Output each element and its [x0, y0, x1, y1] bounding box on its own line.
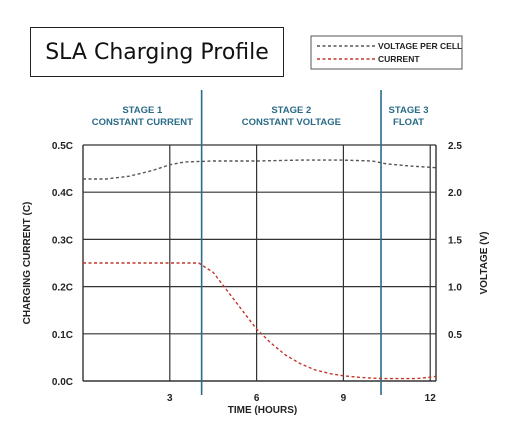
- y-left-axis-label: CHARGING CURRENT (C): [22, 202, 33, 325]
- y-left-tick-label: 0.4C: [52, 188, 73, 199]
- stage-label-line2: FLOAT: [393, 117, 424, 128]
- chart-title: SLA Charging Profile: [45, 39, 269, 65]
- stage-label-line2: CONSTANT VOLTAGE: [242, 117, 341, 128]
- x-tick-label: 3: [167, 393, 173, 404]
- chart-title-box: SLA Charging Profile: [30, 27, 284, 77]
- stage-label-line1: STAGE 1: [122, 105, 163, 116]
- y-right-tick-label: 1.5: [448, 235, 462, 246]
- stage-label-line1: STAGE 3: [389, 105, 429, 116]
- x-tick-label: 12: [425, 393, 437, 404]
- y-left-tick-label: 0.0C: [52, 377, 73, 388]
- legend-label: VOLTAGE PER CELL: [378, 41, 462, 51]
- y-left-tick-label: 0.3C: [52, 235, 73, 246]
- x-axis-label: TIME (HOURS): [228, 405, 297, 416]
- legend-label: CURRENT: [378, 54, 420, 64]
- y-right-tick-label: 0.5: [448, 330, 462, 341]
- y-left-tick-label: 0.2C: [52, 283, 73, 294]
- stage-label-line1: STAGE 2: [271, 105, 311, 116]
- y-right-axis-label: VOLTAGE (V): [479, 232, 490, 295]
- series-line-current: [83, 262, 437, 380]
- y-right-tick-label: 2.0: [448, 188, 462, 199]
- y-left-tick-label: 0.1C: [52, 330, 73, 341]
- y-right-tick-label: 2.5: [448, 141, 462, 152]
- x-tick-label: 9: [341, 393, 347, 404]
- legend-box: [310, 35, 463, 70]
- y-left-tick-label: 0.5C: [52, 141, 73, 152]
- series-line-voltage-per-cell: [83, 159, 437, 180]
- x-tick-label: 6: [254, 393, 260, 404]
- y-right-tick-label: 1.0: [448, 283, 462, 294]
- stage-label-line2: CONSTANT CURRENT: [92, 117, 193, 128]
